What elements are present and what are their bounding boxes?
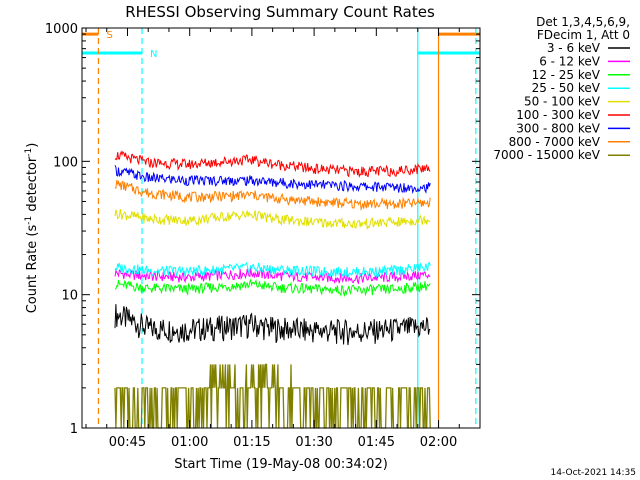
- legend-entry-label: 50 - 100 keV: [524, 95, 601, 109]
- x-tick-label: 01:00: [171, 435, 208, 450]
- y-tick-label: 1: [70, 422, 78, 437]
- series-line: [114, 363, 431, 429]
- data-series: [114, 150, 431, 429]
- series-5: [114, 150, 431, 178]
- legend-entry-label: 300 - 800 keV: [516, 121, 600, 135]
- legend-header-line-2: FDecim 1, Att 0: [537, 28, 630, 42]
- y-axis-label-sup2: -1: [24, 148, 34, 157]
- footer-timestamp: 14-Oct-2021 14:35: [551, 468, 636, 478]
- x-tick-label: 01:45: [358, 435, 395, 450]
- series-line: [114, 209, 431, 231]
- y-axis-label-mid: detector: [25, 156, 40, 216]
- y-axis-label-main: Count Rate (s: [25, 225, 40, 314]
- series-7: [114, 179, 431, 212]
- x-axis: 00:45 01:00 01:15 01:30 01:45 02:00: [85, 28, 460, 450]
- y-tick-label: 1000: [45, 22, 78, 37]
- series-0: [114, 304, 431, 346]
- y-axis-label-sup: -1: [24, 216, 34, 225]
- y-axis-label-end: ): [25, 143, 40, 148]
- legend-entry-label: 25 - 50 keV: [532, 81, 601, 95]
- time-markers: [97, 28, 477, 428]
- series-line: [114, 268, 431, 285]
- legend-entry-label: 3 - 6 keV: [547, 41, 601, 55]
- series-8: [114, 363, 431, 429]
- series-6: [114, 165, 431, 195]
- y-tick-label: 100: [53, 155, 78, 170]
- legend-header-line-1: Det 1,3,4,5,6,9,: [536, 15, 630, 29]
- y-axis: 1 10 100 1000: [45, 22, 480, 437]
- series-line: [114, 150, 431, 178]
- x-tick-label: 02:00: [420, 435, 457, 450]
- plot-area: SN: [82, 28, 480, 429]
- series-4: [114, 209, 431, 231]
- series-1: [114, 268, 431, 285]
- legend-entry-label: 100 - 300 keV: [516, 108, 600, 122]
- y-tick-label: 10: [61, 289, 78, 304]
- x-tick-label: 01:15: [233, 435, 270, 450]
- legend: Det 1,3,4,5,6,9, FDecim 1, Att 0 3 - 6 k…: [493, 15, 630, 162]
- series-line: [114, 165, 431, 195]
- x-axis-label: Start Time (19-May-08 00:34:02): [174, 457, 388, 472]
- series-2: [114, 278, 431, 298]
- series-line: [114, 179, 431, 212]
- series-line: [114, 278, 431, 298]
- x-tick-label: 01:30: [295, 435, 332, 450]
- chart-title: RHESSI Observing Summary Count Rates: [125, 3, 435, 21]
- series-3: [114, 261, 431, 279]
- flag-bar-label: N: [150, 49, 157, 60]
- y-axis-label: Count Rate (s-1 detector-1): [24, 143, 40, 314]
- legend-entry-label: 6 - 12 keV: [539, 54, 601, 68]
- legend-entry-label: 800 - 7000 keV: [509, 135, 601, 149]
- series-line: [114, 261, 431, 279]
- x-tick-label: 00:45: [109, 435, 146, 450]
- plot-frame: [81, 27, 481, 429]
- series-line: [114, 304, 431, 346]
- legend-entry-label: 7000 - 15000 keV: [493, 148, 600, 162]
- flag-bar-label: S: [106, 30, 112, 41]
- legend-entry-label: 12 - 25 keV: [532, 68, 601, 82]
